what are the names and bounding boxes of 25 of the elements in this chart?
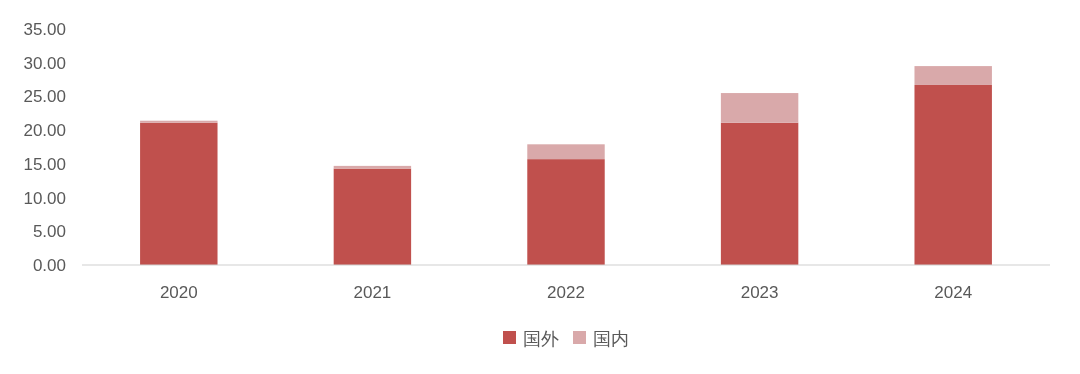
bar (140, 122, 218, 265)
bar (527, 144, 605, 160)
legend-label: 国外 (523, 329, 559, 349)
x-tick-label: 2024 (934, 283, 973, 302)
legend-label: 国内 (593, 329, 629, 349)
bar (333, 165, 412, 169)
bar (914, 84, 992, 265)
x-tick-label: 2022 (547, 283, 585, 302)
x-tick-label: 2020 (159, 283, 198, 302)
bar (527, 159, 605, 265)
bar (720, 122, 799, 265)
y-tick-label: 10.00 (23, 188, 66, 208)
bar (140, 120, 218, 123)
y-tick-label: 30.00 (23, 53, 66, 73)
bar (333, 168, 412, 265)
bar (720, 93, 799, 123)
x-tick-label: 2021 (353, 283, 392, 302)
y-tick-label: 5.00 (32, 222, 66, 242)
y-tick-label: 15.00 (23, 154, 66, 174)
y-tick-label: 25.00 (23, 87, 66, 107)
y-tick-label: 35.00 (23, 20, 66, 39)
bar (914, 66, 992, 85)
y-tick-label: 0.00 (32, 256, 66, 275)
x-tick-label: 2023 (740, 283, 779, 302)
y-tick-label: 20.00 (23, 121, 66, 141)
